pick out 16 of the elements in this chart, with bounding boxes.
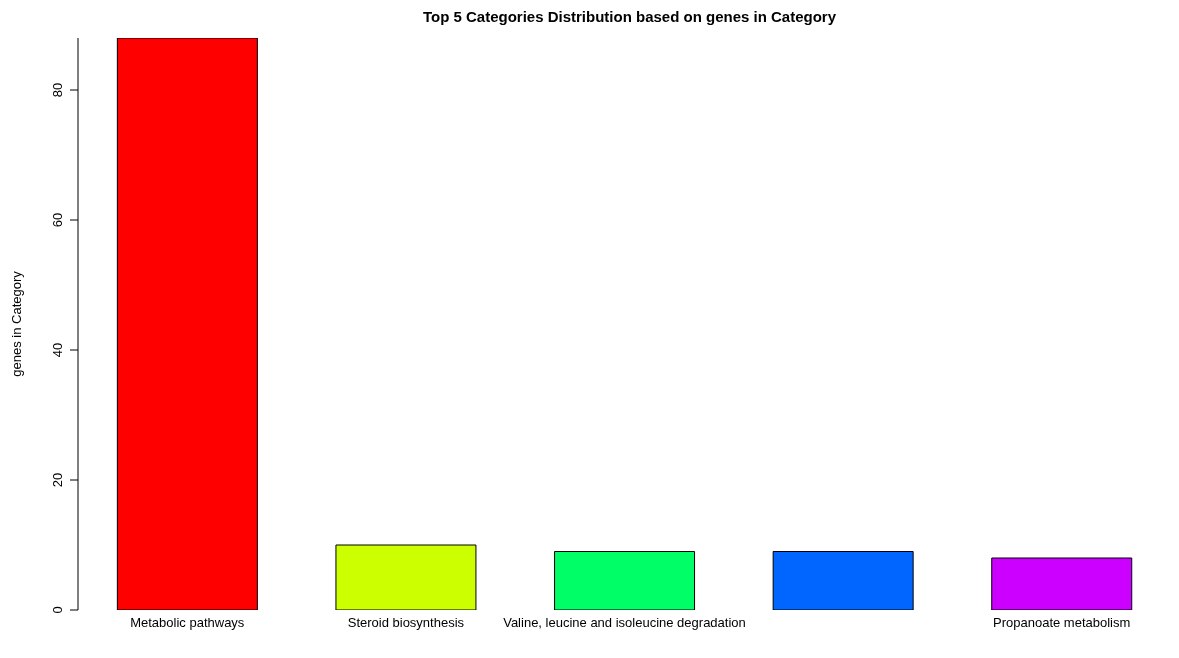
- x-tick-label: Valine, leucine and isoleucine degradation: [503, 615, 746, 631]
- x-tick-label: Propanoate metabolism: [993, 615, 1131, 631]
- x-tick-label: Steroid biosynthesis: [347, 615, 465, 631]
- bar: [991, 557, 1133, 610]
- y-tick-label: 60: [50, 212, 65, 228]
- y-tick-label: 0: [50, 606, 65, 614]
- chart-title: Top 5 Categories Distribution based on genes in Category: [421, 8, 838, 27]
- y-tick-label: 40: [50, 342, 65, 358]
- y-tick-label: 20: [50, 472, 65, 488]
- x-tick-label: Metabolic pathways: [130, 615, 245, 631]
- bar: [335, 544, 477, 610]
- bar: [116, 38, 258, 610]
- bar: [772, 551, 914, 610]
- y-tick-label: 80: [50, 82, 65, 98]
- bar: [554, 551, 696, 610]
- y-axis-title: genes in Category: [8, 270, 24, 377]
